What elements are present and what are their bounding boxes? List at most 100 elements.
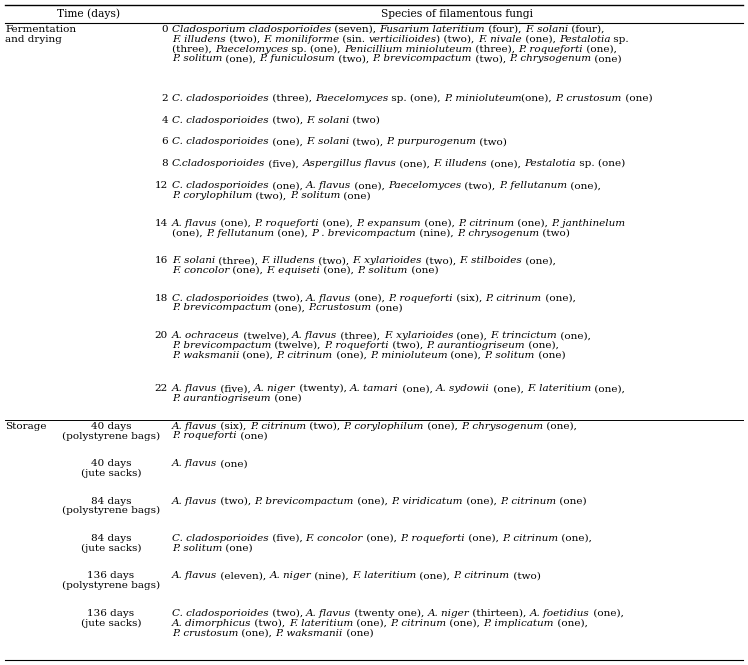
Text: (five),: (five), xyxy=(217,384,254,393)
Text: P. aurantiogriseum: P. aurantiogriseum xyxy=(172,394,271,403)
Text: P. solitum: P. solitum xyxy=(289,191,340,200)
Text: (one): (one) xyxy=(340,191,371,200)
Text: (one): (one) xyxy=(217,459,248,468)
Text: (three),: (three), xyxy=(337,331,384,340)
Text: F. xylarioides: F. xylarioides xyxy=(384,331,453,340)
Text: (one),: (one), xyxy=(583,45,616,54)
Text: P. chrysogenum: P. chrysogenum xyxy=(509,55,592,63)
Text: (one),: (one), xyxy=(352,294,388,303)
Text: (four),: (four), xyxy=(485,25,525,34)
Text: (one),: (one), xyxy=(320,266,358,275)
Text: Time (days): Time (days) xyxy=(57,9,120,19)
Text: A. flavus: A. flavus xyxy=(306,294,352,303)
Text: (one): (one) xyxy=(222,544,253,553)
Text: (seven),: (seven), xyxy=(331,25,379,34)
Text: C. cladosporioides: C. cladosporioides xyxy=(172,534,269,543)
Text: (one),: (one), xyxy=(319,219,356,227)
Text: P. chrysogenum: P. chrysogenum xyxy=(457,229,539,237)
Text: (one),: (one), xyxy=(514,219,551,227)
Text: (one),: (one), xyxy=(351,182,388,190)
Text: sp. (one),: sp. (one), xyxy=(388,94,444,102)
Text: 4: 4 xyxy=(162,116,168,124)
Text: (one),: (one), xyxy=(333,350,370,360)
Text: 8: 8 xyxy=(162,160,168,168)
Text: (two): (two) xyxy=(539,229,570,237)
Text: (two),: (two), xyxy=(269,294,306,303)
Text: P . brevicompactum: P . brevicompactum xyxy=(311,229,416,237)
Text: A. flavus: A. flavus xyxy=(306,182,351,190)
Text: F. moniliforme: F. moniliforme xyxy=(263,35,339,44)
Text: P.crustosum: P.crustosum xyxy=(308,303,372,313)
Text: (twenty one),: (twenty one), xyxy=(352,609,428,618)
Text: P. fellutanum: P. fellutanum xyxy=(206,229,274,237)
Text: Paecelomyces: Paecelomyces xyxy=(388,182,462,190)
Text: P. citrinum: P. citrinum xyxy=(390,618,447,628)
Text: A. tamari: A. tamari xyxy=(350,384,399,393)
Text: P. solitum: P. solitum xyxy=(358,266,408,275)
Text: P. citrinum: P. citrinum xyxy=(453,571,509,581)
Text: P. crustosum: P. crustosum xyxy=(555,94,622,102)
Text: (one),: (one), xyxy=(524,341,559,350)
Text: F. concolor: F. concolor xyxy=(172,266,230,275)
Text: Pestalotia: Pestalotia xyxy=(559,35,610,44)
Text: 16: 16 xyxy=(155,256,168,265)
Text: 18: 18 xyxy=(155,294,168,303)
Text: 0: 0 xyxy=(162,25,168,34)
Text: (one),: (one), xyxy=(423,422,461,431)
Text: A. dimorphicus: A. dimorphicus xyxy=(172,618,251,628)
Text: (three),: (three), xyxy=(215,256,262,265)
Text: sp.: sp. xyxy=(610,35,629,44)
Text: (one),: (one), xyxy=(453,331,491,340)
Text: Paecelomyces: Paecelomyces xyxy=(315,94,388,102)
Text: (eleven),: (eleven), xyxy=(217,571,269,581)
Text: (one),: (one), xyxy=(217,219,254,227)
Text: (one),: (one), xyxy=(269,138,306,146)
Text: (two),: (two), xyxy=(335,55,373,63)
Text: F. nivale: F. nivale xyxy=(478,35,521,44)
Text: (three),: (three), xyxy=(269,94,315,102)
Text: A. flavus: A. flavus xyxy=(172,571,217,581)
Text: (one): (one) xyxy=(343,628,373,638)
Text: P. solitum: P. solitum xyxy=(172,544,222,553)
Text: F. stilboides: F. stilboides xyxy=(459,256,522,265)
Text: P. solitum: P. solitum xyxy=(485,350,535,360)
Text: Species of filamentous fungi: Species of filamentous fungi xyxy=(381,9,533,19)
Text: (one),: (one), xyxy=(230,266,266,275)
Text: (one),: (one), xyxy=(399,384,436,393)
Text: P. brevicompactum: P. brevicompactum xyxy=(172,341,272,350)
Text: (one),: (one), xyxy=(521,35,559,44)
Text: (jute sacks): (jute sacks) xyxy=(81,544,141,553)
Text: (one),: (one), xyxy=(222,55,260,63)
Text: A. flavus: A. flavus xyxy=(172,422,217,431)
Text: sp. (one): sp. (one) xyxy=(576,160,625,168)
Text: C.cladosporioides: C.cladosporioides xyxy=(172,160,266,168)
Text: (two),: (two), xyxy=(389,341,426,350)
Text: (two),: (two), xyxy=(472,55,509,63)
Text: 84 days: 84 days xyxy=(91,497,131,505)
Text: P. funiculosum: P. funiculosum xyxy=(260,55,335,63)
Text: (two): (two) xyxy=(509,571,541,581)
Text: P. viridicatum: P. viridicatum xyxy=(391,497,462,505)
Text: (one),: (one), xyxy=(239,350,277,360)
Text: (polystyrene bags): (polystyrene bags) xyxy=(62,432,160,440)
Text: F. lateritium: F. lateritium xyxy=(352,571,417,581)
Text: P. citrinum: P. citrinum xyxy=(502,534,558,543)
Text: (one),: (one), xyxy=(554,618,588,628)
Text: P. solitum: P. solitum xyxy=(172,55,222,63)
Text: P. janthinelum: P. janthinelum xyxy=(551,219,625,227)
Text: Penicillium minioluteum: Penicillium minioluteum xyxy=(344,45,472,54)
Text: (twenty),: (twenty), xyxy=(296,384,350,393)
Text: (one),: (one), xyxy=(354,497,391,505)
Text: (two),: (two), xyxy=(422,256,459,265)
Text: 84 days: 84 days xyxy=(91,534,131,543)
Text: A. flavus: A. flavus xyxy=(172,459,217,468)
Text: (three),: (three), xyxy=(172,45,215,54)
Text: (one),: (one), xyxy=(589,609,624,618)
Text: C. cladosporioides: C. cladosporioides xyxy=(172,94,269,102)
Text: F. solani: F. solani xyxy=(306,116,349,124)
Text: (six),: (six), xyxy=(217,422,250,431)
Text: (one),: (one), xyxy=(353,618,390,628)
Text: P. roqueforti: P. roqueforti xyxy=(518,45,583,54)
Text: (one),: (one), xyxy=(522,256,556,265)
Text: P. fellutanum: P. fellutanum xyxy=(499,182,567,190)
